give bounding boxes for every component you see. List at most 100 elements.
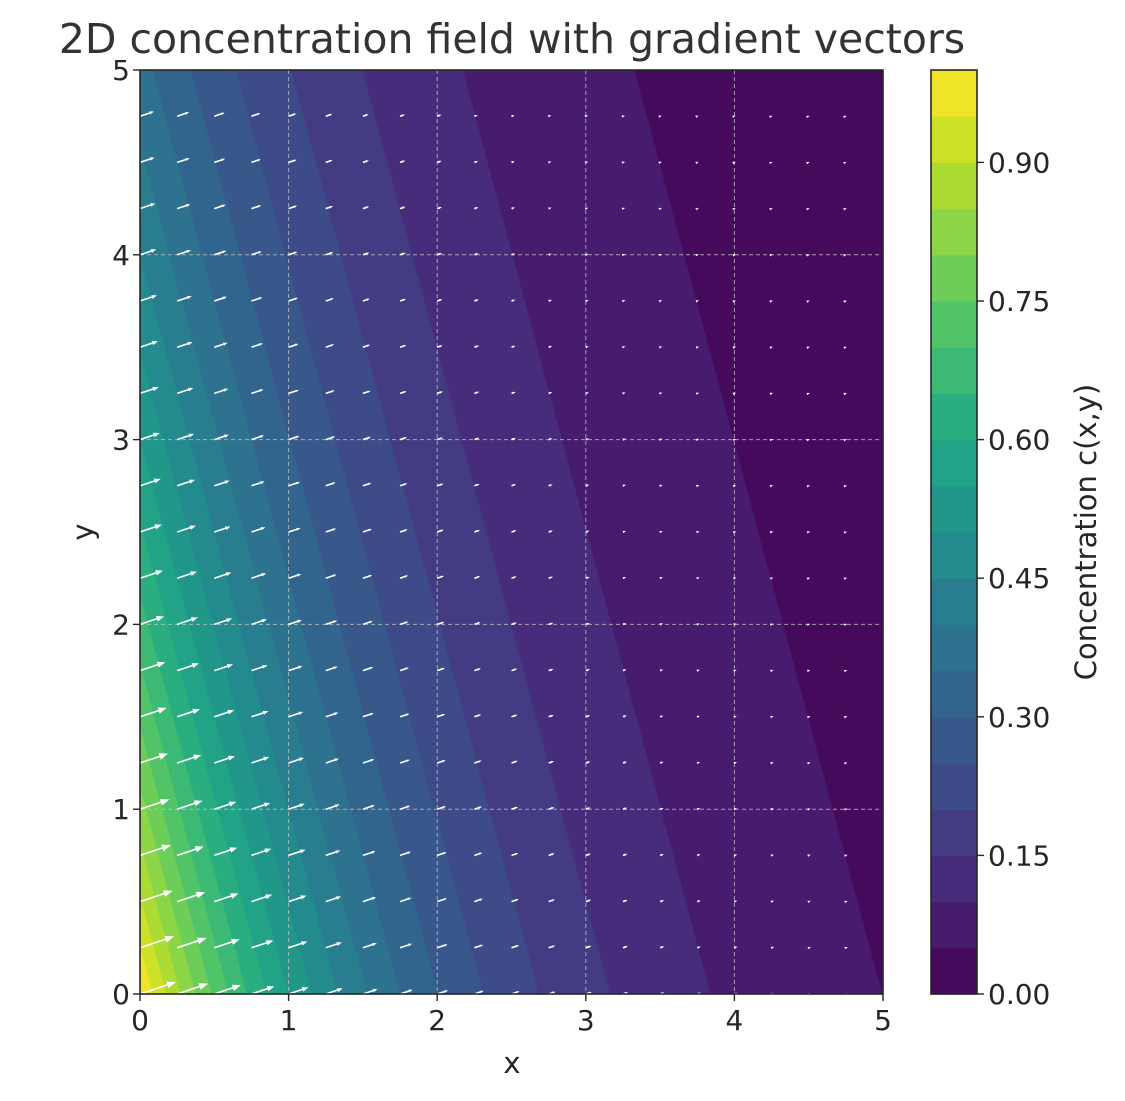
- gradient-arrow: [733, 623, 737, 626]
- arrow-shaft: [362, 483, 369, 487]
- y-tick-label: 1: [112, 793, 130, 826]
- gradient-arrow: [548, 622, 554, 626]
- gradient-arrow: [806, 623, 811, 627]
- gradient-arrow: [140, 753, 169, 764]
- arrow-head: [548, 161, 552, 164]
- arrow-head: [511, 161, 515, 164]
- arrow-head: [444, 990, 449, 993]
- gradient-arrow: [733, 762, 737, 765]
- arrow-head: [843, 115, 847, 119]
- arrow-head: [193, 754, 202, 761]
- gradient-arrow: [176, 204, 191, 210]
- arrow-shaft: [251, 297, 260, 302]
- gradient-arrow: [584, 161, 589, 164]
- arrow-head: [806, 439, 811, 442]
- gradient-arrow: [585, 484, 590, 487]
- arrow-shaft: [436, 207, 440, 210]
- gradient-arrow: [251, 481, 265, 487]
- arrow-head: [515, 899, 519, 902]
- y-tick-label: 0: [112, 978, 130, 1011]
- arrow-shaft: [214, 619, 228, 626]
- colorbar-band: [931, 578, 977, 625]
- arrow-head: [162, 890, 173, 897]
- gradient-arrow: [770, 623, 774, 626]
- colorbar-band: [931, 716, 977, 764]
- arrow-head: [806, 300, 810, 303]
- arrow-shaft: [251, 666, 264, 672]
- arrow-head: [155, 616, 165, 622]
- arrow-head: [153, 478, 161, 484]
- gradient-arrow: [659, 761, 664, 765]
- arrow-head: [548, 253, 552, 256]
- gradient-arrow: [176, 846, 204, 857]
- arrow-head: [769, 531, 774, 534]
- arrow-head: [695, 161, 699, 165]
- arrow-shaft: [288, 344, 296, 348]
- gradient-arrow: [585, 392, 589, 395]
- colorbar-tick-label: 0.45: [988, 562, 1050, 595]
- arrow-shaft: [251, 435, 261, 441]
- colorbar-band: [931, 947, 977, 995]
- arrow-head: [660, 946, 665, 949]
- arrow-head: [769, 115, 773, 118]
- arrow-head: [155, 570, 163, 576]
- arrow-head: [478, 806, 482, 809]
- gradient-arrow: [769, 577, 774, 580]
- arrow-shaft: [436, 806, 444, 810]
- gradient-arrow: [732, 207, 736, 211]
- arrow-shaft: [325, 574, 334, 579]
- gradient-arrow: [548, 807, 555, 810]
- arrow-head: [189, 525, 196, 530]
- arrow-head: [443, 898, 448, 901]
- gradient-arrow: [622, 438, 626, 441]
- gradient-arrow: [548, 668, 554, 672]
- gradient-arrow: [325, 390, 335, 395]
- gradient-arrow: [734, 946, 738, 949]
- arrow-head: [587, 761, 591, 764]
- arrow-shaft: [140, 892, 165, 903]
- arrow-head: [658, 161, 662, 164]
- gradient-arrow: [325, 620, 338, 626]
- gradient-arrow: [474, 760, 482, 764]
- gradient-arrow: [511, 484, 517, 487]
- colorbar-frame: [930, 69, 978, 995]
- arrow-shaft: [288, 390, 297, 395]
- arrow-shaft: [548, 899, 553, 903]
- arrow-head: [844, 808, 848, 811]
- arrow-shaft: [176, 388, 189, 395]
- gradient-arrow: [732, 161, 736, 165]
- gradient-arrow: [399, 483, 408, 487]
- gradient-arrow: [325, 344, 335, 348]
- arrow-shaft: [622, 900, 625, 903]
- arrow-shaft: [214, 665, 228, 672]
- arrow-head: [334, 804, 340, 808]
- arrow-shaft: [548, 853, 552, 857]
- arrow-shaft: [251, 620, 263, 626]
- gradient-arrow: [251, 573, 267, 579]
- gradient-arrow: [325, 528, 337, 533]
- colorbar-band: [931, 208, 977, 256]
- arrow-head: [659, 484, 663, 488]
- gradient-arrow: [695, 346, 700, 349]
- gradient-arrow: [806, 161, 810, 165]
- gradient-arrow: [769, 392, 774, 396]
- arrow-head: [335, 850, 341, 854]
- arrow-shaft: [140, 388, 154, 395]
- gradient-arrow: [474, 806, 482, 810]
- arrow-shaft: [288, 896, 302, 903]
- gradient-arrow: [658, 115, 662, 118]
- arrow-head: [733, 577, 737, 580]
- arrow-head: [769, 300, 773, 303]
- colorbar-band: [931, 347, 977, 394]
- arrow-shaft: [399, 253, 403, 256]
- gradient-arrow: [511, 668, 518, 672]
- gradient-arrow: [548, 161, 552, 164]
- gradient-arrow: [695, 161, 699, 165]
- arrow-shaft: [474, 899, 481, 903]
- arrow-head: [732, 346, 737, 349]
- gradient-arrow: [806, 577, 811, 580]
- arrow-shaft: [436, 760, 443, 764]
- gradient-arrow: [807, 854, 811, 857]
- arrow-shaft: [399, 713, 407, 718]
- arrow-head: [369, 620, 373, 624]
